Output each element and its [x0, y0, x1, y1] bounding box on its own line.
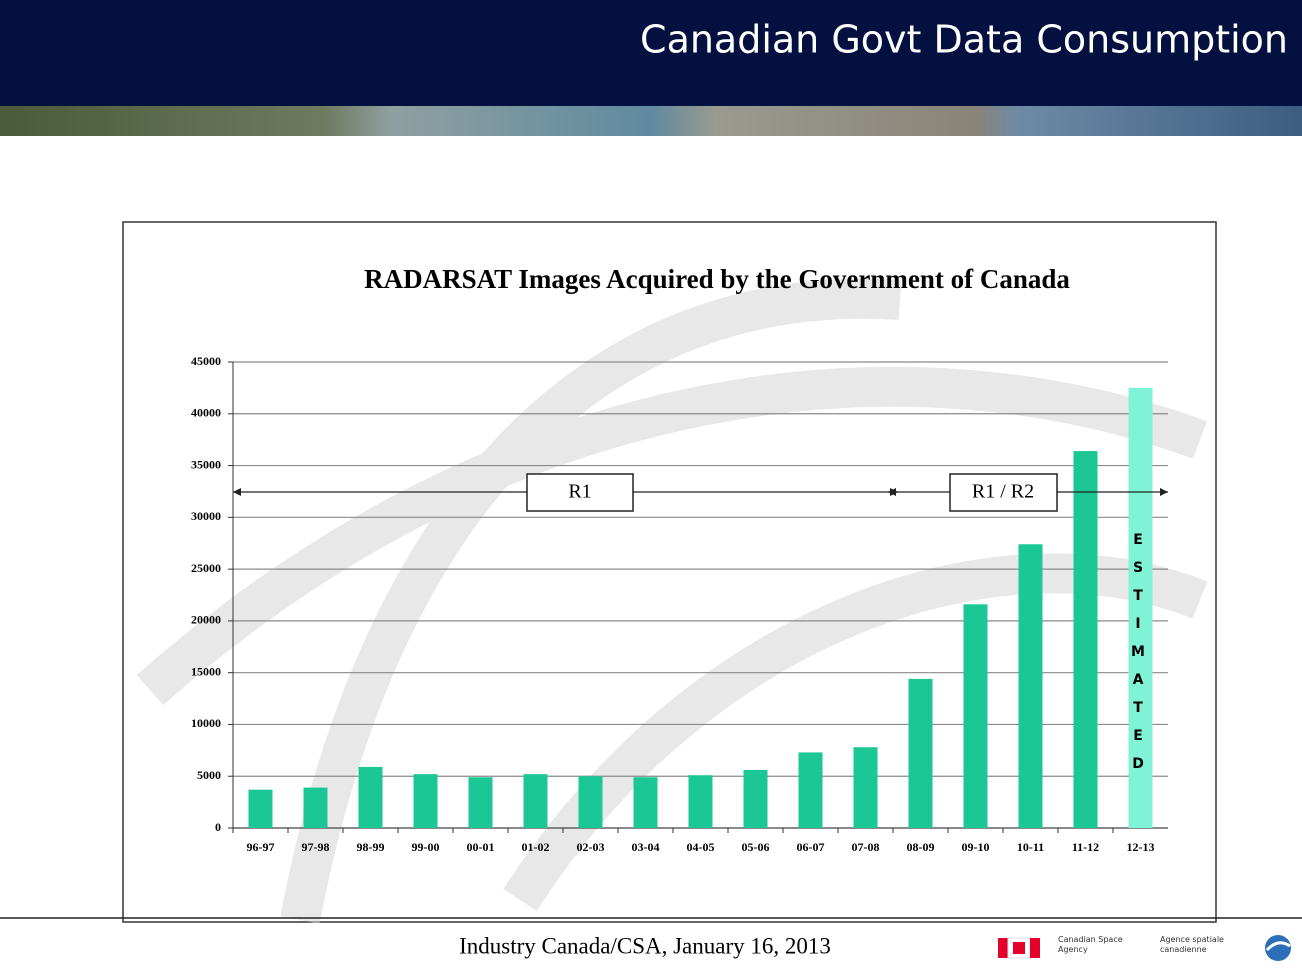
x-tick-label: 99-00 [412, 840, 440, 854]
flag-left [998, 938, 1008, 958]
y-tick-label: 45000 [191, 354, 221, 368]
bar [633, 777, 658, 828]
y-tick-label: 10000 [191, 716, 221, 730]
bar [358, 766, 383, 828]
header-band [0, 0, 1302, 106]
chart-title: RADARSAT Images Acquired by the Governme… [364, 264, 1070, 294]
bar [1128, 387, 1153, 828]
x-tick-label: 08-09 [907, 840, 935, 854]
x-tick-label: 12-13 [1127, 840, 1155, 854]
agency-logo [1265, 935, 1291, 961]
x-tick-label: 11-12 [1072, 840, 1099, 854]
x-tick-label: 00-01 [467, 840, 495, 854]
x-tick-label: 03-04 [632, 840, 660, 854]
bar [1018, 544, 1043, 828]
x-tick-label: 98-99 [357, 840, 385, 854]
agency-fr-box: Agence spatiale canadienne [1160, 935, 1224, 954]
arrow-head [233, 488, 241, 496]
bar [578, 776, 603, 828]
agency-en-box: Canadian Space Agency [1058, 935, 1123, 954]
bar [963, 604, 988, 828]
arrow-head [1160, 488, 1168, 496]
x-tick-label: 97-98 [302, 840, 330, 854]
x-tick-label: 01-02 [522, 840, 550, 854]
x-tick-label: 06-07 [797, 840, 825, 854]
bar [688, 775, 713, 828]
bar [743, 770, 768, 828]
bar [853, 747, 878, 828]
y-tick-label: 20000 [191, 613, 221, 627]
flag-leaf [1013, 942, 1025, 954]
bar [798, 752, 823, 828]
annotation: R1 / R2 [972, 481, 1034, 503]
arrow-head [888, 488, 896, 496]
x-tick-label: 07-08 [852, 840, 880, 854]
y-tick-label: 30000 [191, 509, 221, 523]
bar [303, 787, 328, 828]
y-tick-label: 35000 [191, 457, 221, 471]
x-tick-label: 02-03 [577, 840, 605, 854]
x-tick-label: 10-11 [1017, 840, 1044, 854]
annotation-box [526, 473, 634, 512]
bar [908, 678, 933, 828]
annotation: R1 [568, 481, 591, 503]
bar [413, 774, 438, 828]
annotation-box [949, 473, 1058, 512]
y-tick-label: 5000 [197, 768, 221, 782]
x-tick-label: 05-06 [742, 840, 770, 854]
bar [1073, 451, 1098, 828]
bar [248, 789, 273, 828]
bar [468, 777, 493, 828]
y-tick-label: 40000 [191, 406, 221, 420]
x-tick-label: 04-05 [687, 840, 715, 854]
agency-en: Canadian Space Agency [1058, 935, 1123, 954]
bar [523, 774, 548, 828]
agency-fr: Agence spatiale canadienne [1160, 935, 1224, 954]
x-tick-label: 96-97 [247, 840, 275, 854]
photo-strip [0, 106, 1302, 136]
slide-title: Canadian Govt Data Consumption [640, 18, 1288, 62]
y-tick-label: 25000 [191, 561, 221, 575]
footer-text: Industry Canada/CSA, January 16, 2013 [459, 933, 831, 958]
y-tick-label: 0 [215, 820, 221, 834]
x-tick-label: 09-10 [962, 840, 990, 854]
estimated-label: ESTIMATED [1130, 532, 1146, 784]
flag-right [1030, 938, 1040, 958]
agency-logo-swoosh [1265, 941, 1291, 952]
y-tick-label: 15000 [191, 664, 221, 678]
